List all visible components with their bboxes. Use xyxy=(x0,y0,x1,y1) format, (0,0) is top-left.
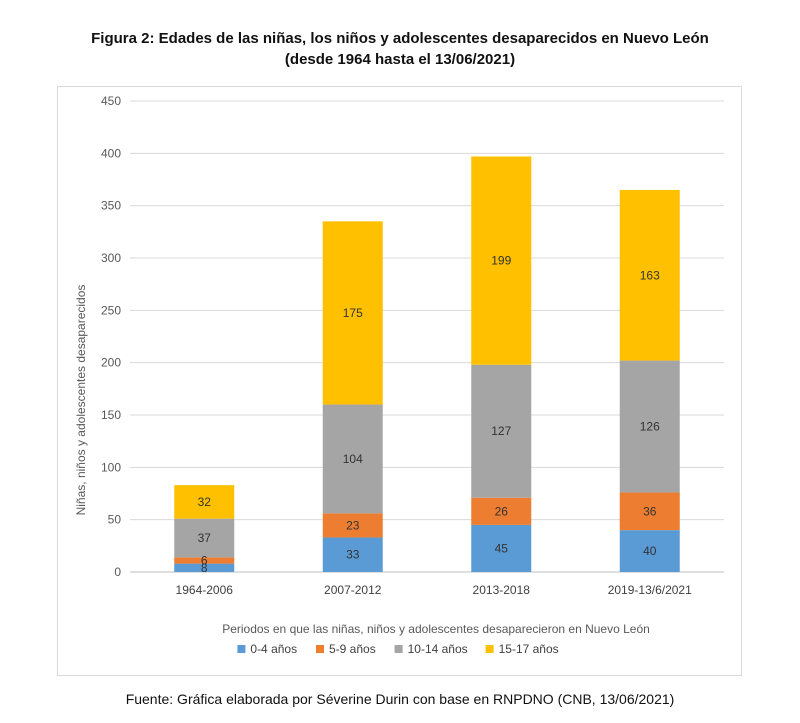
bar-segment xyxy=(174,557,235,564)
bar-segment xyxy=(322,513,383,538)
data-label: 8 xyxy=(201,561,208,575)
y-tick-label: 0 xyxy=(114,565,121,579)
data-label: 199 xyxy=(491,254,511,268)
y-axis-title: Niñas, niños y adolescentes desaparecido… xyxy=(74,285,88,516)
data-label: 26 xyxy=(495,504,509,518)
bar-segment xyxy=(619,492,680,531)
data-label: 6 xyxy=(201,553,208,567)
y-tick-label: 400 xyxy=(101,146,121,160)
y-tick-label: 250 xyxy=(101,303,121,317)
legend-swatch xyxy=(394,645,403,653)
bar-segment xyxy=(471,524,532,572)
x-tick-label: 2007-2012 xyxy=(324,583,382,597)
bar-segment xyxy=(174,518,235,558)
data-label: 163 xyxy=(640,268,660,282)
legend-label: 10-14 años xyxy=(408,642,468,656)
data-label: 175 xyxy=(343,306,363,320)
x-tick-label: 2013-2018 xyxy=(473,583,531,597)
y-axis-ticks: 0 50 100 150 200 250 300 350 400 450 xyxy=(101,94,121,579)
chart-frame xyxy=(57,86,742,676)
data-label: 127 xyxy=(491,424,511,438)
source-note: Fuente: Gráfica elaborada por Séverine D… xyxy=(125,691,675,707)
legend-swatch xyxy=(485,645,494,653)
legend-swatch xyxy=(316,645,324,653)
legend-label: 15-17 años xyxy=(499,642,559,656)
y-tick-label: 300 xyxy=(101,251,121,265)
chart-title-line1: Figura 2: Edades de las niñas, los niños… xyxy=(91,30,709,47)
bar-segment xyxy=(322,537,383,572)
legend-swatch xyxy=(237,645,246,653)
y-tick-label: 150 xyxy=(101,408,121,422)
data-label: 126 xyxy=(640,420,660,434)
bar-segment xyxy=(619,189,680,361)
bar-segment xyxy=(619,530,680,572)
legend-label: 5-9 años xyxy=(329,642,376,656)
data-label: 32 xyxy=(198,495,212,509)
y-tick-label: 350 xyxy=(101,199,121,213)
bar-segment xyxy=(322,404,383,514)
y-tick-label: 50 xyxy=(108,513,122,527)
data-label: 36 xyxy=(643,504,657,518)
x-axis-ticks: 1964-2006 2007-2012 2013-2018 2019-13/6/202… xyxy=(176,583,693,597)
y-tick-label: 200 xyxy=(101,356,121,370)
x-tick-label: 2019-13/6/2021 xyxy=(608,583,692,597)
chart-title-line2: (desde 1964 hasta el 13/06/2021) xyxy=(284,51,516,68)
x-tick-label: 1964-2006 xyxy=(176,583,234,597)
data-labels: 86 37 32 33 23 104 175 45 26 127 199 40 36 126 163 xyxy=(198,254,661,575)
bar-segment xyxy=(322,221,383,405)
data-label: 40 xyxy=(643,544,657,558)
bar-segment xyxy=(174,563,235,572)
data-label: 45 xyxy=(495,541,509,555)
y-tick-label: 450 xyxy=(101,94,121,108)
bar-segment xyxy=(471,497,532,525)
bar-segment xyxy=(174,485,235,519)
bar-segment xyxy=(471,364,532,498)
y-tick-label: 100 xyxy=(101,460,121,474)
data-label: 33 xyxy=(346,548,360,562)
legend: 0-4 años 5-9 años 10-14 años 15-17 años xyxy=(237,642,559,656)
bars xyxy=(174,156,680,572)
chart-title: Figura 2: Edades de las niñas, los niños… xyxy=(0,28,800,70)
data-label: 104 xyxy=(343,452,363,466)
bar-segment xyxy=(471,156,532,365)
data-label: 23 xyxy=(346,518,360,532)
legend-label: 0-4 años xyxy=(250,642,297,656)
x-axis-title: Periodos en que las niñas, niños y adole… xyxy=(222,622,650,636)
bar-segment xyxy=(619,360,680,493)
data-label: 37 xyxy=(198,531,212,545)
